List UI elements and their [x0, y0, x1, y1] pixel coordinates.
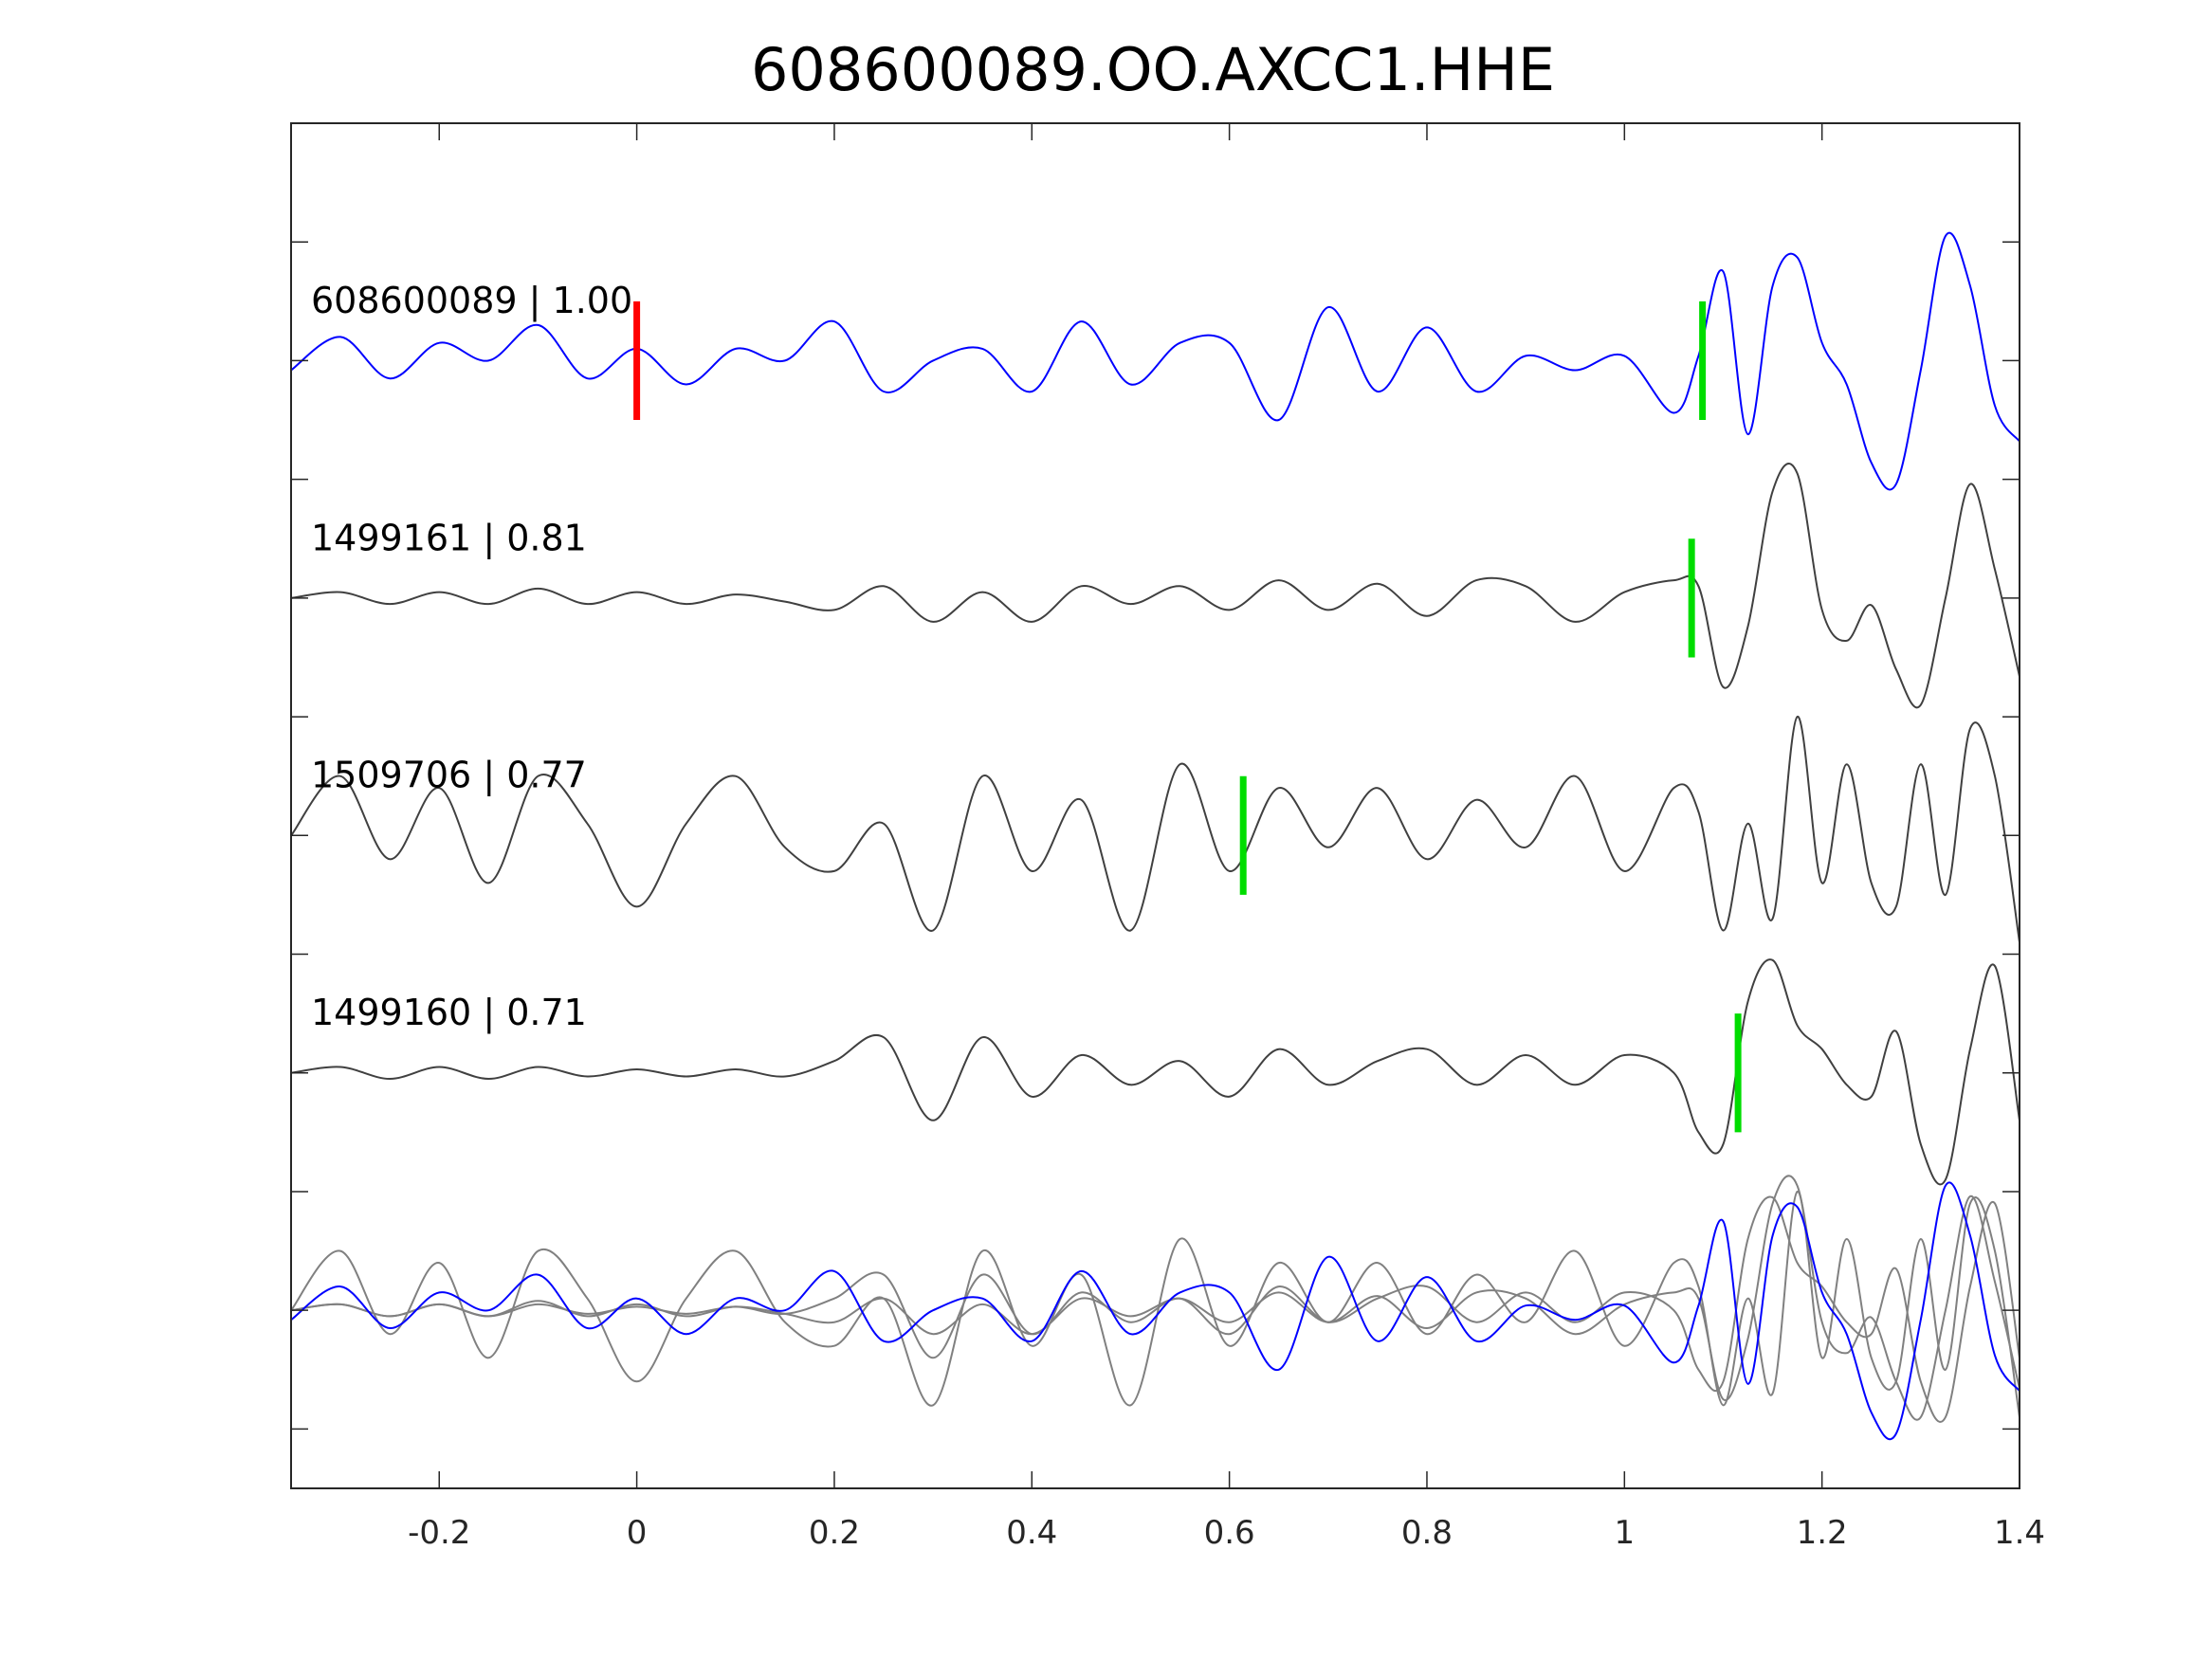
trace-label-1499161: 1499161 | 0.81	[311, 517, 587, 559]
overlay-trace-1499160	[290, 1195, 2020, 1423]
axes-layer: -0.2 0 0.2 0.4 0.6 0.8 1 1.2 1.4	[290, 122, 2045, 1552]
x-tick-label: 0.8	[1401, 1514, 1453, 1552]
traces-layer: 608600089 | 1.00 1499161 | 0.81 1509706 | …	[290, 231, 2020, 1441]
overlay-trace-608600089	[290, 1181, 2020, 1441]
x-tick-label: 0	[627, 1514, 648, 1552]
overlay-trace-1509706	[290, 1190, 2020, 1418]
x-tick-label: -0.2	[408, 1514, 470, 1552]
x-tick-label: 0.4	[1006, 1514, 1057, 1552]
trace-label-608600089: 608600089 | 1.00	[311, 280, 632, 322]
x-tick-label: 1.2	[1797, 1514, 1848, 1552]
trace-label-1509706: 1509706 | 0.77	[311, 755, 587, 797]
x-tick-label: 0.6	[1204, 1514, 1255, 1552]
x-tick-label: 0.2	[809, 1514, 860, 1552]
x-tick-label: 1.4	[1994, 1514, 2045, 1552]
trace-1509706	[290, 716, 2020, 943]
trace-608600089	[290, 231, 2020, 491]
trace-1499160	[290, 958, 2020, 1186]
overlay-trace-1499161	[290, 1175, 2020, 1421]
trace-1499161	[290, 463, 2020, 709]
axes-frame	[290, 122, 2020, 1489]
chart-title: 608600089.OO.AXCC1.HHE	[751, 35, 1555, 104]
trace-label-1499160: 1499160 | 0.71	[311, 992, 587, 1034]
x-tick-label: 1	[1614, 1514, 1635, 1552]
